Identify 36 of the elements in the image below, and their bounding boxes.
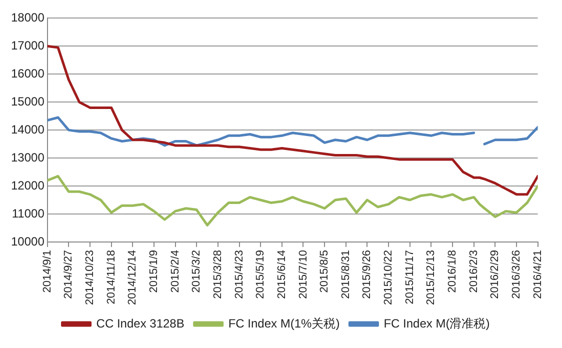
x-tick-label: 2015/8/5 [318, 250, 331, 293]
y-tick-label: 16000 [10, 66, 45, 80]
x-tick-label: 2016/3/26 [510, 250, 523, 299]
x-tick-label: 2014/10/23 [84, 250, 96, 306]
legend-label: CC Index 3128B [96, 316, 184, 330]
y-tick-label: 13000 [10, 150, 45, 164]
x-tick-label: 2015/5/19 [254, 250, 267, 299]
legend-label: FC Index M(滑准税) [384, 316, 490, 330]
x-tick-label: 2016/2/3 [468, 250, 480, 293]
y-tick-label: 17000 [10, 38, 45, 52]
x-tick-label: 2015/12/13 [425, 250, 438, 306]
x-tick-label: 2016/4/21 [532, 250, 544, 299]
y-tick-label: 14000 [10, 122, 45, 136]
y-tick-label: 11000 [12, 206, 45, 220]
x-tick-label: 2014/9/27 [62, 250, 75, 299]
x-tick-label: 2015/2/4 [169, 250, 182, 293]
x-tick-label: 2014/11/18 [105, 250, 118, 304]
x-tick-label: 2016/1/8 [446, 250, 459, 293]
x-tick-label: 2015/6/14 [276, 250, 288, 299]
x-tick-label: 2015/10/22 [382, 250, 395, 306]
x-tick-label: 2014/9/1 [41, 250, 54, 293]
legend-label: FC Index M(1%关税) [228, 316, 340, 330]
x-tick-label: 2014/12/14 [126, 250, 139, 306]
y-tick-label: 10000 [10, 234, 45, 248]
x-tick-label: 2015/9/26 [361, 250, 374, 299]
x-tick-label: 2016/2/29 [489, 250, 502, 299]
x-tick-label: 2015/7/10 [297, 250, 310, 299]
y-tick-label: 12000 [10, 178, 45, 192]
y-tick-label: 15000 [10, 94, 45, 108]
x-tick-label: 2015/8/31 [340, 250, 352, 299]
x-tick-label: 2015/11/17 [404, 250, 416, 304]
x-tick-label: 2015/1/9 [148, 250, 160, 293]
x-tick-label: 2015/3/28 [212, 250, 224, 299]
x-tick-label: 2015/3/2 [190, 250, 203, 293]
y-tick-label: 18000 [10, 10, 45, 25]
x-tick-label: 2015/4/23 [233, 250, 246, 299]
